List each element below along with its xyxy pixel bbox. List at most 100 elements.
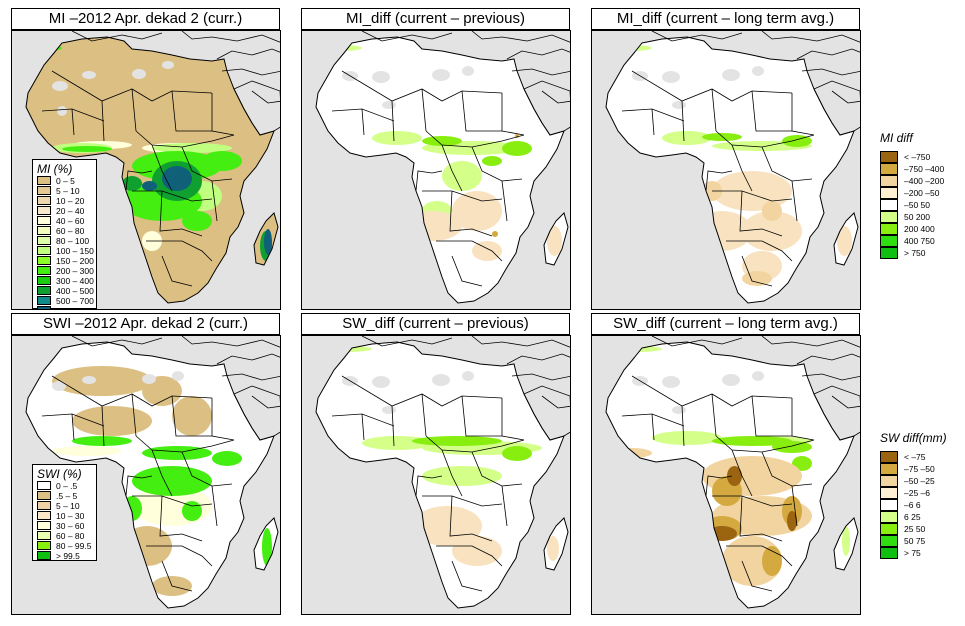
- country-border: [726, 545, 793, 567]
- data-region: [264, 229, 272, 255]
- legend-label: 10 – 30: [56, 510, 85, 521]
- country-border: [441, 144, 463, 192]
- country-border: [216, 48, 280, 60]
- country-border: [161, 255, 193, 287]
- legend-label: 25 50: [904, 523, 926, 534]
- legend-swatch: [37, 266, 51, 275]
- country-border: [131, 88, 137, 132]
- country-border: [651, 336, 743, 347]
- legend-item: 30 – 60: [37, 521, 92, 531]
- legend-swatch: [880, 450, 898, 463]
- country-border: [731, 144, 753, 192]
- africa-map: [605, 336, 860, 609]
- data-region: [62, 146, 112, 152]
- country-border: [422, 190, 503, 202]
- country-border: [151, 449, 173, 497]
- country-border: [125, 170, 153, 192]
- data-region: [382, 101, 396, 109]
- legend-label: 5 – 10: [56, 500, 80, 511]
- legend-swatch: [880, 534, 898, 547]
- country-border: [131, 393, 137, 437]
- legend-swatch: [880, 462, 898, 475]
- panel-title: SWI –2012 Apr. dekad 2 (curr.): [11, 313, 280, 335]
- country-border: [739, 190, 783, 237]
- country-border: [471, 146, 523, 182]
- country-border: [791, 398, 815, 441]
- country-border: [211, 93, 235, 136]
- data-region: [52, 381, 66, 391]
- country-border: [511, 373, 570, 381]
- legend-swatch: [37, 531, 51, 540]
- legend-title: SW diff(mm): [880, 431, 947, 445]
- country-border: [132, 495, 213, 507]
- legend-item: –6 6: [880, 498, 947, 511]
- country-border: [801, 373, 860, 381]
- legend-swatch: [37, 246, 51, 255]
- data-region: [162, 166, 192, 191]
- country-border: [449, 495, 493, 542]
- legend-label: 30 – 60: [56, 520, 85, 531]
- data-region: [492, 231, 498, 237]
- legend-item: 200 400: [880, 222, 944, 235]
- legend-label: 10 – 20: [56, 195, 85, 206]
- legend-item: < –750: [880, 150, 944, 163]
- legend-item: 100 – 150: [37, 245, 94, 256]
- legend-item: 400 – 500: [37, 286, 94, 296]
- legend-swatch: [37, 501, 51, 510]
- land-area: [316, 37, 568, 303]
- country-border: [51, 375, 213, 407]
- country-border: [711, 88, 717, 132]
- country-border: [361, 413, 365, 441]
- data-region: [752, 371, 764, 381]
- legend-label: –200 –50: [904, 187, 940, 198]
- country-border: [541, 395, 570, 409]
- legend-label: > 99.5: [56, 550, 80, 561]
- coastline: [605, 36, 859, 304]
- panel-title: SW_diff (current – long term avg.): [591, 313, 860, 335]
- legend-swatch: [37, 521, 51, 530]
- country-border: [705, 475, 733, 497]
- data-region: [547, 226, 562, 256]
- legend-label: 40 – 60: [56, 215, 85, 226]
- country-border: [161, 560, 193, 592]
- legend-item: 0 – 5: [37, 176, 92, 186]
- data-region: [372, 71, 390, 83]
- country-border: [71, 413, 75, 441]
- data-layer: [322, 346, 559, 566]
- legend-label: 100 – 150: [56, 245, 94, 256]
- data-region: [787, 511, 797, 531]
- data-region: [612, 45, 652, 51]
- data-region: [702, 133, 742, 141]
- data-region: [482, 156, 502, 166]
- data-region: [452, 191, 502, 231]
- country-border: [451, 255, 483, 287]
- country-border: [441, 449, 463, 497]
- country-border: [461, 90, 502, 132]
- country-border: [71, 336, 163, 347]
- data-region: [132, 466, 212, 496]
- legend-swatch: [880, 246, 898, 259]
- legend-item: 50 75: [880, 534, 947, 547]
- legend-item: > 750: [880, 246, 944, 259]
- legend-label: 0 – .5: [56, 480, 78, 491]
- country-border: [751, 90, 792, 132]
- legend-item: 300 – 400: [37, 276, 94, 286]
- country-border: [251, 395, 280, 409]
- legend-item: 200 – 300: [37, 265, 94, 276]
- country-border: [471, 31, 570, 43]
- data-region: [662, 71, 680, 83]
- data-region: [172, 396, 212, 436]
- country-border: [739, 495, 783, 542]
- country-border: [436, 240, 503, 262]
- legend-label: 200 – 300: [56, 265, 94, 276]
- country-border: [422, 495, 503, 507]
- data-region: [842, 526, 850, 556]
- data-region: [32, 346, 62, 352]
- legend-item: 500 – 700: [37, 296, 94, 306]
- country-border: [796, 48, 860, 60]
- country-border: [221, 68, 280, 76]
- coastline: [25, 341, 279, 609]
- country-border: [761, 31, 860, 43]
